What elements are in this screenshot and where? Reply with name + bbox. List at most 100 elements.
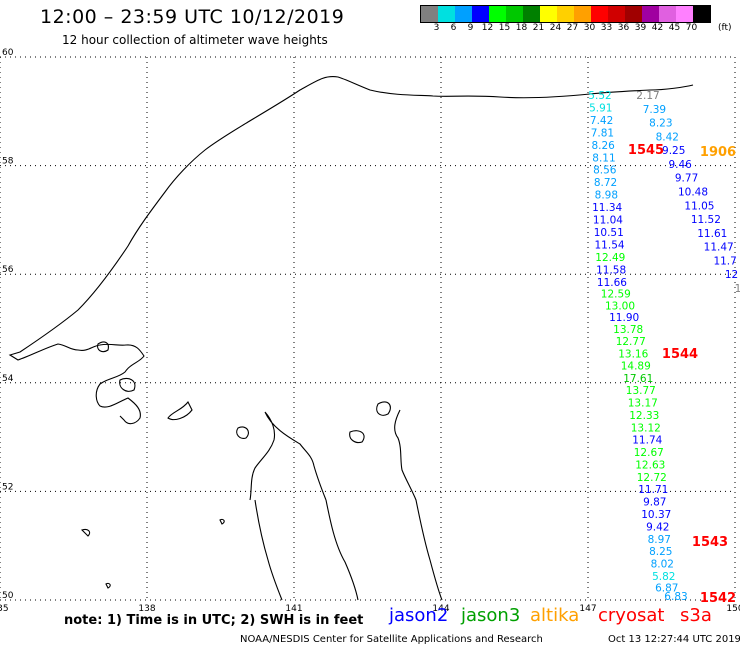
wave-height-value: 13.16	[618, 348, 648, 360]
color-scale-bar	[420, 5, 711, 23]
wave-height-value: 8.56	[593, 165, 617, 177]
lon-tick-label: 147	[579, 604, 596, 614]
wave-height-value: 11.61	[697, 228, 727, 240]
color-swatch	[642, 6, 659, 22]
color-swatch	[540, 6, 557, 22]
lon-tick-label: 150	[726, 604, 740, 614]
footer-timestamp: Oct 13 12:27:44 UTC 2019	[608, 634, 740, 645]
color-swatch-label: 12	[481, 23, 494, 33]
color-swatch	[523, 6, 540, 22]
wave-height-value: 17.61	[623, 373, 653, 385]
wave-height-value: 14.89	[621, 361, 651, 373]
color-swatch	[625, 6, 642, 22]
satellite-legend-s3a: s3a	[680, 605, 712, 626]
wave-height-value: 11.05	[684, 200, 714, 212]
color-swatch-label: 45	[668, 23, 681, 33]
wave-height-value: 11.54	[595, 239, 625, 251]
note-text: note: 1) Time is in UTC; 2) SWH is in fe…	[64, 613, 364, 628]
color-swatch-label: 42	[651, 23, 664, 33]
color-swatch	[574, 6, 591, 22]
wave-height-value: 1	[735, 283, 740, 295]
pass-number-label: 1543	[692, 535, 728, 550]
color-swatch-label: 15	[498, 23, 511, 33]
color-swatch	[557, 6, 574, 22]
footer-credit: NOAA/NESDIS Center for Satellite Applica…	[240, 634, 543, 645]
wave-height-value: 7.42	[590, 115, 613, 127]
wave-height-value: 9.87	[643, 497, 666, 509]
wave-height-value: 9.25	[662, 145, 685, 157]
wave-height-value: 11.52	[691, 214, 721, 226]
wave-height-value: 11.47	[704, 242, 734, 254]
lon-tick-label: 138	[138, 604, 155, 614]
wave-height-value: 9.77	[675, 173, 698, 185]
wave-height-value: 11.74	[632, 435, 662, 447]
color-swatch-label: 3	[433, 23, 440, 33]
color-swatch	[455, 6, 472, 22]
lat-tick-label: 54	[2, 374, 14, 384]
wave-height-value: 12.67	[634, 447, 664, 459]
pass-number-label: 1545	[628, 143, 664, 158]
wave-height-value: 2.17	[636, 90, 659, 102]
pass-number-label: 1544	[662, 347, 698, 362]
lat-tick-label: 50	[2, 591, 14, 601]
wave-height-value: 11.90	[609, 312, 639, 324]
color-swatch	[489, 6, 506, 22]
coastline-sakhalin	[394, 409, 443, 601]
color-swatch-label: 30	[583, 23, 596, 33]
color-swatch	[472, 6, 489, 22]
wave-height-value: 11.34	[592, 202, 622, 214]
coastline-shelikhov	[249, 411, 327, 501]
wave-height-value: 5.82	[652, 571, 675, 583]
axis-tick-labels: 135 138 141 144 147 150 60 58 56 54 52 50	[0, 48, 740, 614]
wave-height-value: 6.83	[664, 591, 687, 603]
page-subtitle: 12 hour collection of altimeter wave hei…	[62, 33, 328, 47]
color-swatch-label: 6	[450, 23, 457, 33]
wave-height-value: 10.48	[678, 187, 708, 199]
wave-height-value: 8.97	[648, 534, 671, 546]
wave-height-value: 11.58	[596, 264, 626, 276]
wave-height-value: 12.33	[629, 410, 659, 422]
lon-tick-label: 141	[285, 604, 302, 614]
altimeter-track-b: 2.177.398.238.429.259.469.7710.4811.0511…	[636, 90, 740, 295]
wave-height-value: 5.91	[589, 102, 612, 114]
wave-height-value: 7.81	[591, 127, 614, 139]
wave-height-value: 9.46	[668, 159, 692, 171]
wave-height-value: 5.52	[588, 90, 611, 102]
color-swatch-label: 18	[515, 23, 528, 33]
color-swatch-label: 33	[600, 23, 613, 33]
wave-height-value: 8.26	[591, 140, 615, 152]
wave-height-value: 13.78	[613, 324, 643, 336]
coastline-islands	[80, 341, 391, 589]
coastline	[8, 76, 694, 601]
color-swatch	[438, 6, 455, 22]
wave-height-value: 12.63	[635, 459, 665, 471]
coastline-amur	[254, 499, 359, 601]
wave-height-value: 13.12	[631, 422, 661, 434]
coastline-mainland	[8, 76, 694, 425]
page-title: 12:00 – 23:59 UTC 10/12/2019	[40, 6, 345, 28]
wave-height-value: 12.72	[637, 472, 667, 484]
color-swatch-label: 24	[549, 23, 562, 33]
color-swatch	[591, 6, 608, 22]
wave-height-value: 7.39	[643, 104, 666, 116]
color-swatch	[693, 6, 710, 22]
lat-tick-label: 52	[2, 482, 13, 492]
wave-height-value: 13.00	[605, 300, 635, 312]
wave-height-value: 10.37	[641, 509, 671, 521]
color-swatch-label: 70	[685, 23, 698, 33]
lat-tick-label: 58	[2, 157, 14, 167]
wave-height-value: 8.72	[594, 177, 617, 189]
altimeter-track-a: 5.525.917.427.818.268.118.568.728.9811.3…	[588, 90, 687, 603]
wave-height-value: 10.51	[594, 227, 624, 239]
lat-tick-label: 60	[2, 48, 14, 58]
wave-height-value: 11.04	[593, 215, 623, 227]
lat-lon-grid	[0, 56, 736, 601]
wave-height-value: 8.25	[649, 546, 672, 558]
wave-height-value: 13.17	[628, 397, 658, 409]
wave-height-value: 8.23	[649, 118, 672, 130]
pass-number-label: 1906	[700, 145, 736, 160]
wave-height-value: 11.7	[713, 255, 736, 267]
wave-height-value: 12	[725, 269, 738, 281]
wave-height-value: 12.49	[595, 252, 625, 264]
